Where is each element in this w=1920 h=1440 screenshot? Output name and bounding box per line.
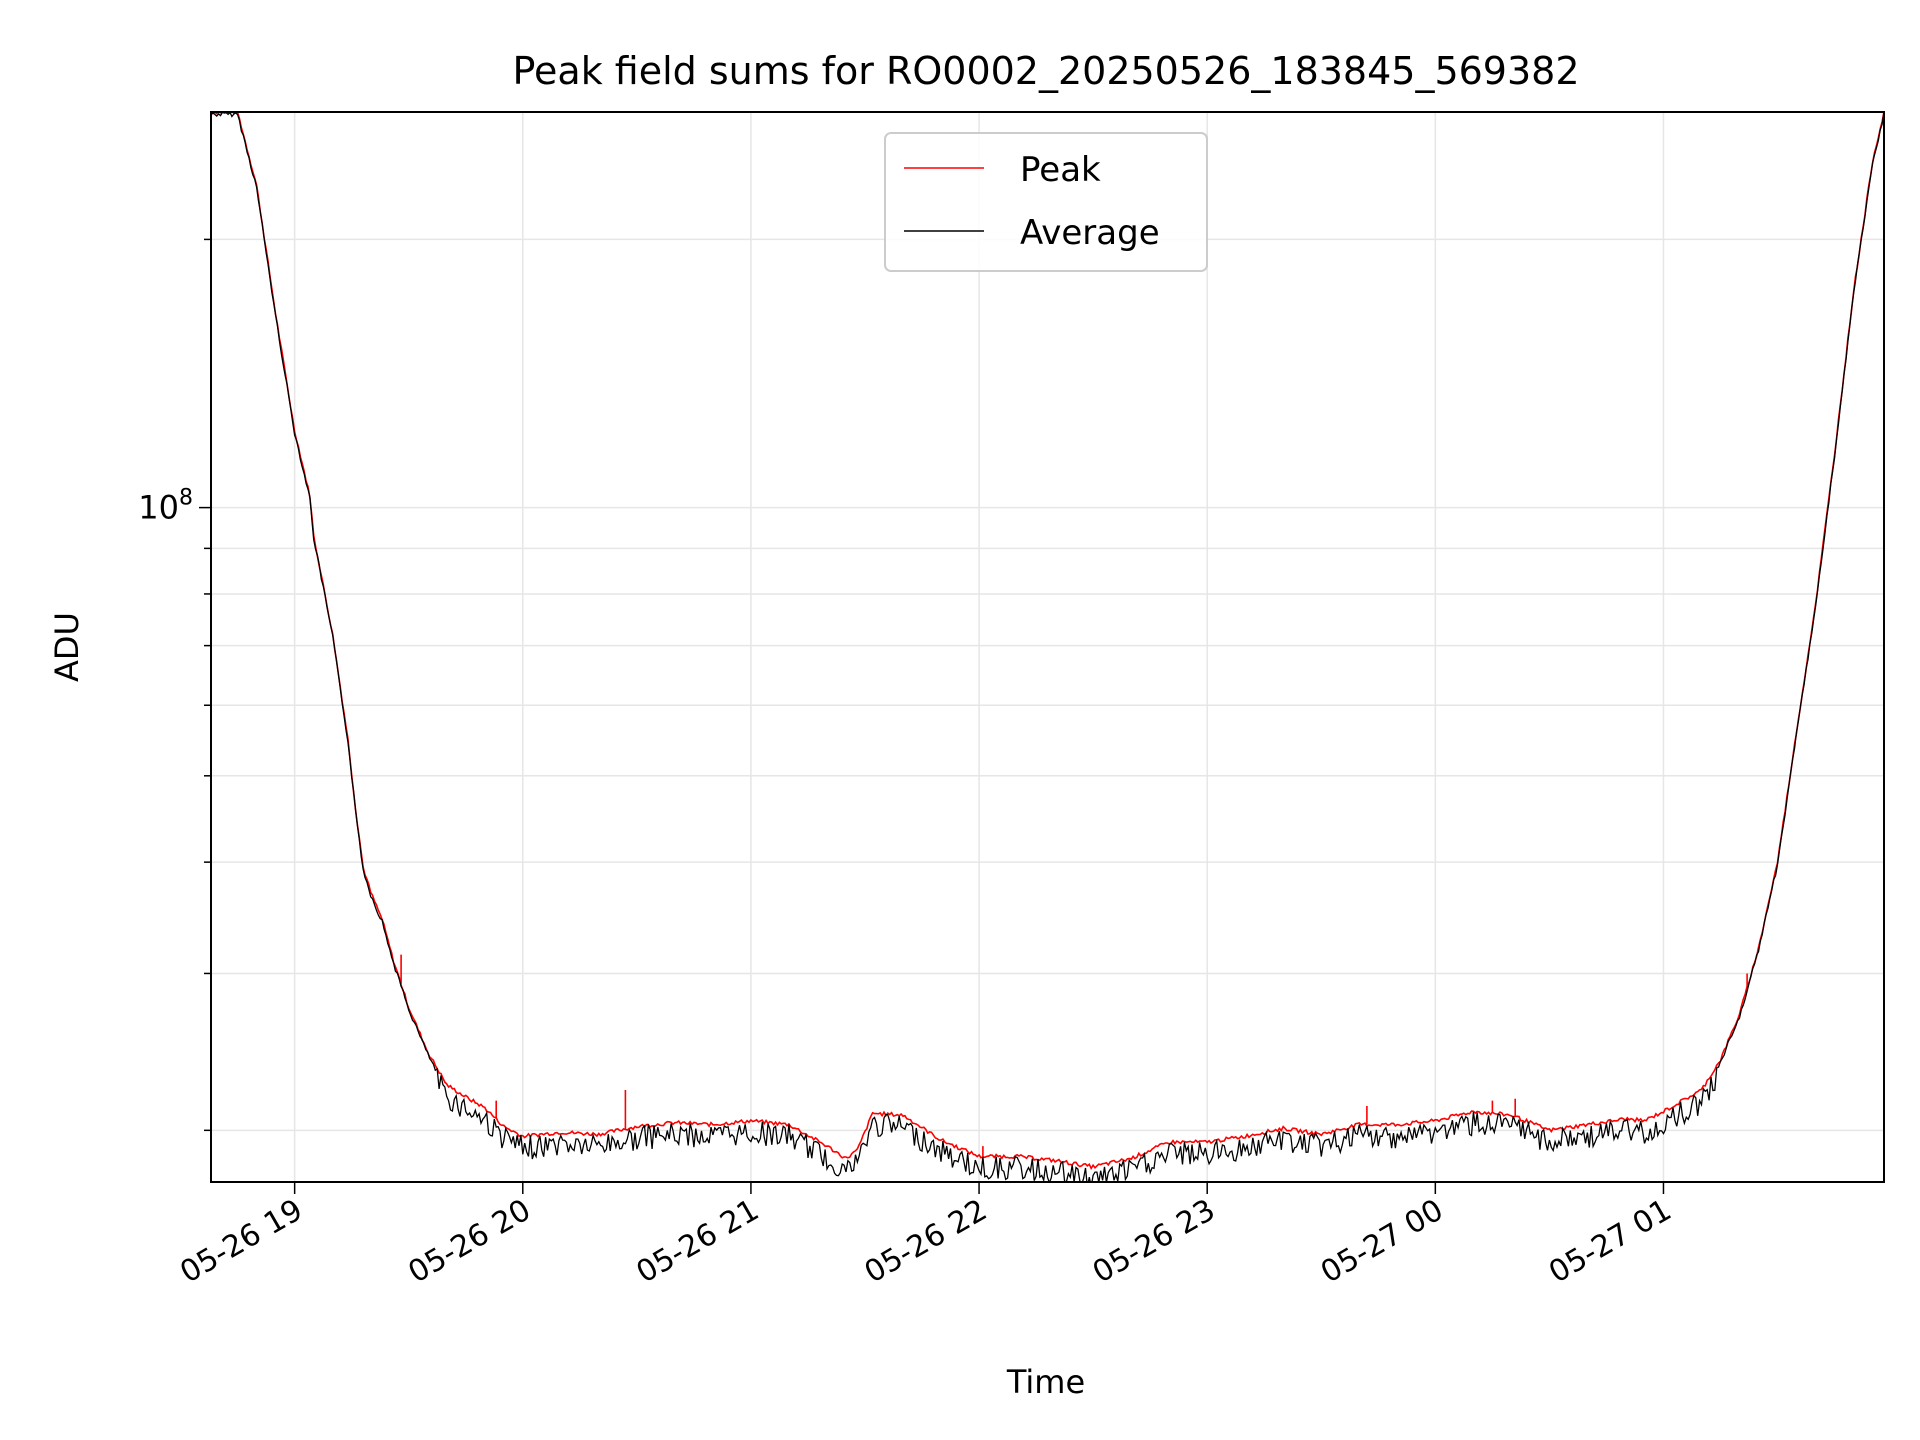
x-tick-label: 05-26 21: [631, 1193, 765, 1291]
plot-frame: [210, 111, 1885, 1183]
y-axis-ticks: 108: [138, 238, 211, 1132]
grid-lines: [211, 112, 1884, 1182]
x-tick-label: 05-26 23: [1087, 1193, 1221, 1291]
y-tick-label: 108: [138, 486, 193, 527]
series-group: [211, 112, 1884, 1182]
legend-label-peak: Peak: [1020, 150, 1101, 190]
x-tick-label: 05-26 22: [859, 1193, 993, 1291]
legend: Peak Average: [884, 132, 1208, 272]
x-tick-label: 05-26 20: [402, 1193, 536, 1291]
series-line-average: [211, 112, 1884, 1182]
chart-title: Peak field sums for RO0002_20250526_1838…: [512, 49, 1579, 93]
y-axis-label: ADU: [48, 612, 86, 682]
legend-label-average: Average: [1020, 213, 1160, 253]
x-tick-label: 05-26 19: [174, 1193, 308, 1291]
x-tick-label: 05-27 01: [1543, 1193, 1677, 1291]
x-tick-label: 05-27 00: [1315, 1193, 1449, 1291]
x-axis-ticks: 05-26 19 05-26 20 05-26 21 05-26 22 05-26 23…: [174, 1182, 1677, 1290]
x-axis-label: Time: [1006, 1363, 1085, 1401]
